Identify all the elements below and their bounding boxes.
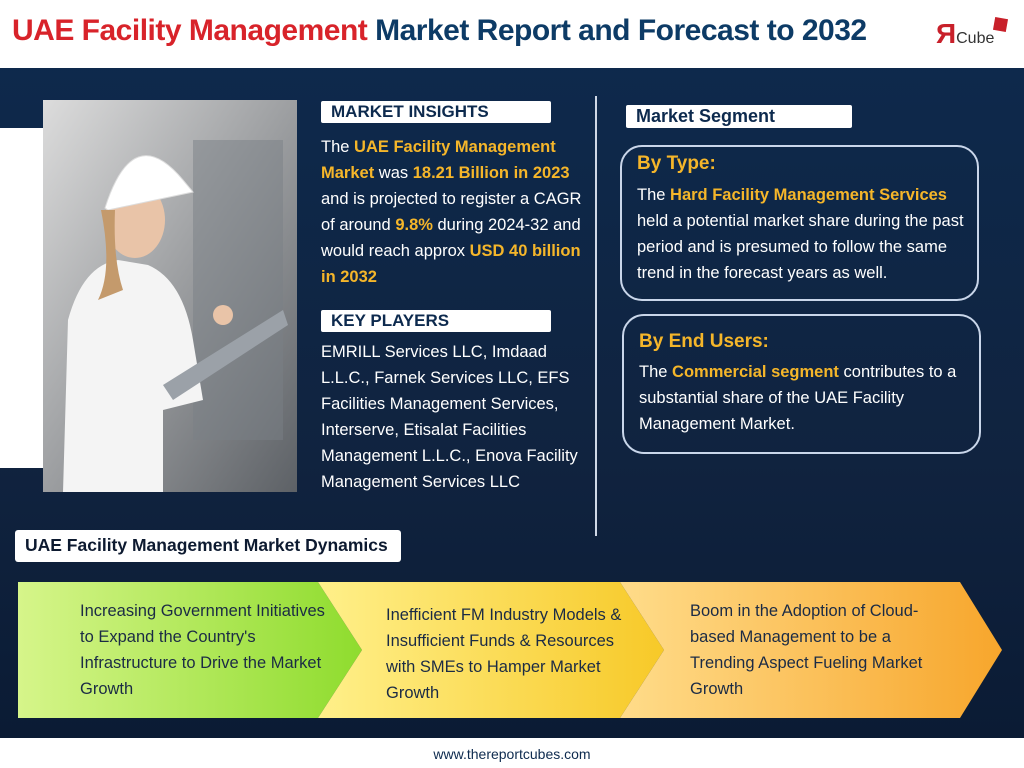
- divider: [595, 96, 597, 536]
- footer-url: www.thereportcubes.com: [433, 746, 591, 762]
- text: The: [639, 363, 673, 381]
- segment-heading: Market Segment: [626, 105, 852, 128]
- highlight: UAE Facility Management Market: [321, 138, 556, 182]
- insights-text: The UAE Facility Management Market was 1…: [321, 134, 593, 290]
- text: contributes to a substantial share of th…: [639, 363, 957, 433]
- header: [0, 0, 1024, 68]
- highlight: USD 40 billion in 2032: [321, 242, 581, 286]
- logo-letter: Я: [936, 18, 957, 49]
- side-bar: [0, 128, 44, 468]
- text: held a potential market share during the…: [637, 212, 964, 282]
- logo: ЯCube: [936, 18, 994, 50]
- dynamics-heading: UAE Facility Management Market Dynamics: [15, 530, 401, 562]
- footer: [0, 738, 1024, 768]
- highlight: Hard Facility Management Services: [670, 186, 947, 204]
- by-end-users-text: The Commercial segment contributes to a …: [639, 359, 974, 437]
- text: during 2024-32 and would reach approx: [321, 216, 581, 260]
- key-players-heading: KEY PLAYERS: [321, 310, 551, 332]
- highlight: 9.8%: [395, 216, 433, 234]
- by-type-box: [620, 145, 979, 301]
- by-type-text: The Hard Facility Management Services he…: [637, 182, 967, 286]
- by-type-title: By Type:: [637, 153, 716, 174]
- title-rest: Market Report and Forecast to 2032: [375, 14, 867, 47]
- arrow: [18, 582, 362, 718]
- highlight: Commercial segment: [672, 363, 839, 381]
- arrow: [318, 582, 664, 718]
- highlight: 18.21 Billion in 2023: [412, 164, 570, 182]
- by-end-users-title: By End Users:: [639, 331, 769, 352]
- arrow: [620, 582, 1002, 718]
- dynamics-item: Increasing Government Initiatives to Exp…: [80, 602, 325, 698]
- key-players-text: EMRILL Services LLC, Imdaad L.L.C., Farn…: [321, 343, 578, 491]
- dynamics-item: Boom in the Adoption of Cloud-based Mana…: [690, 602, 923, 698]
- dynamics-arrows: [18, 582, 1002, 718]
- dynamics-item: Inefficient FM Industry Models & Insuffi…: [386, 606, 622, 702]
- title-highlight: UAE Facility Management: [12, 14, 368, 47]
- text: The: [637, 186, 671, 204]
- logo-cube: [992, 16, 1009, 33]
- title: UAE Facility Management Market Report an…: [12, 14, 867, 48]
- text: and is projected to register a CAGR of a…: [321, 190, 582, 234]
- logo-text: Cube: [956, 30, 995, 47]
- text: The: [321, 138, 355, 156]
- insights-heading: MARKET INSIGHTS: [321, 101, 551, 123]
- by-end-users-box: [622, 314, 981, 454]
- photo: [43, 100, 297, 492]
- text: was: [374, 164, 413, 182]
